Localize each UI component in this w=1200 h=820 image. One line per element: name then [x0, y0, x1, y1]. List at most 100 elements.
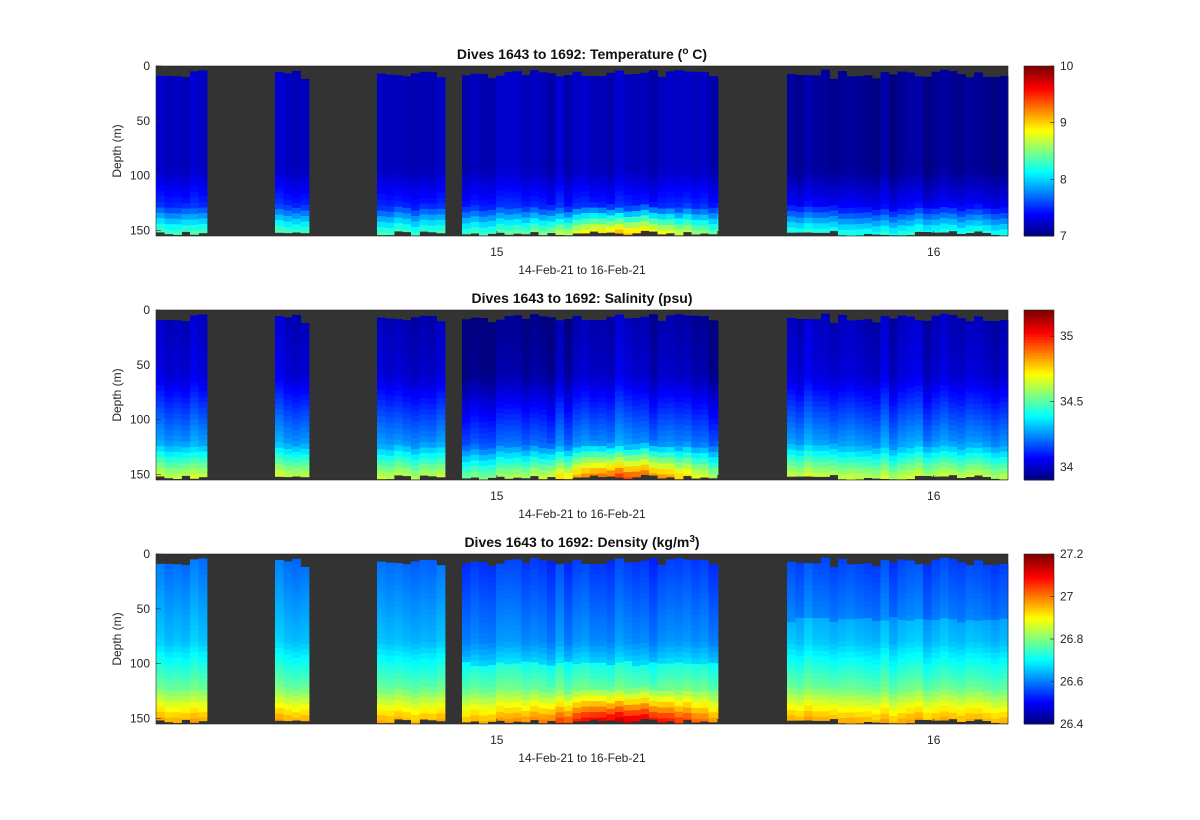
heatmap-cell — [428, 72, 437, 78]
heatmap-cell — [420, 354, 429, 360]
heatmap-cell — [386, 124, 395, 130]
heatmap-cell — [284, 328, 293, 334]
heatmap-cell — [292, 701, 301, 707]
heatmap-cell — [530, 364, 539, 370]
heatmap-cell — [624, 461, 633, 467]
heatmap-cell — [292, 674, 301, 680]
heatmap-cell — [855, 125, 864, 131]
heatmap-cell — [377, 466, 386, 472]
heatmap-cell — [496, 386, 505, 392]
heatmap-cell — [513, 332, 522, 338]
heatmap-cell — [284, 427, 293, 433]
heatmap-cell — [983, 225, 992, 231]
heatmap-cell — [804, 385, 813, 391]
heatmap-cell — [796, 86, 805, 92]
heatmap-cell — [796, 368, 805, 374]
heatmap-cell — [949, 458, 958, 464]
heatmap-cell — [889, 395, 898, 401]
heatmap-cell — [692, 209, 701, 215]
y-tick-label: 100 — [130, 413, 150, 427]
heatmap-cell — [462, 136, 471, 142]
heatmap-cell — [649, 369, 658, 375]
heatmap-cell — [957, 222, 966, 228]
heatmap-cell — [717, 132, 718, 138]
heatmap-cell — [847, 197, 856, 203]
heatmap-cell — [301, 361, 310, 367]
heatmap-cell — [199, 657, 208, 663]
heatmap-cell — [539, 448, 548, 454]
heatmap-cell — [957, 318, 966, 324]
heatmap-cell — [666, 442, 675, 448]
heatmap-cell — [428, 349, 437, 355]
heatmap-cell — [787, 428, 796, 434]
heatmap-cell — [881, 143, 890, 149]
heatmap-cell — [855, 347, 864, 353]
heatmap-cell — [573, 426, 582, 432]
heatmap-cell — [284, 622, 293, 628]
heatmap-cell — [821, 70, 830, 76]
heatmap-cell — [847, 337, 856, 343]
heatmap-cell — [598, 468, 607, 474]
heatmap-cell — [190, 376, 199, 382]
heatmap-cell — [275, 686, 284, 692]
heatmap-cell — [641, 454, 650, 460]
heatmap-cell — [394, 201, 403, 207]
heatmap-cell — [301, 605, 310, 611]
heatmap-cell — [522, 385, 531, 391]
heatmap-cell — [394, 179, 403, 185]
heatmap-cell — [165, 446, 174, 452]
heatmap-cell — [377, 677, 386, 683]
heatmap-cell — [165, 114, 174, 120]
heatmap-cell — [556, 137, 565, 143]
heatmap-cell — [522, 179, 531, 185]
heatmap-cell — [830, 356, 839, 362]
heatmap-cell — [821, 97, 830, 103]
heatmap-cell — [683, 83, 692, 89]
heatmap-cell — [284, 101, 293, 107]
heatmap-cell — [966, 354, 975, 360]
heatmap-cell — [471, 178, 480, 184]
heatmap-cell — [906, 327, 915, 333]
heatmap-cell — [991, 198, 1000, 204]
heatmap-cell — [411, 112, 420, 118]
heatmap-cell — [301, 394, 310, 400]
heatmap-cell — [692, 198, 701, 204]
heatmap-cell — [190, 225, 199, 231]
heatmap-cell — [649, 391, 658, 397]
heatmap-cell — [632, 362, 641, 368]
heatmap-cell — [906, 415, 915, 421]
heatmap-cell — [804, 325, 813, 331]
heatmap-cell — [872, 150, 881, 156]
heatmap-cell — [889, 212, 898, 218]
heatmap-cell — [957, 384, 966, 390]
heatmap-cell — [658, 420, 667, 426]
heatmap-cell — [932, 94, 941, 100]
heatmap-cell — [666, 436, 675, 442]
heatmap-cell — [915, 468, 924, 474]
heatmap-cell — [386, 683, 395, 689]
heatmap-cell — [513, 326, 522, 332]
heatmap-cell — [949, 370, 958, 376]
heatmap-cell — [830, 156, 839, 162]
heatmap-cell — [966, 349, 975, 355]
heatmap-cell — [564, 185, 573, 191]
heatmap-cell — [420, 149, 429, 155]
heatmap-cell — [403, 430, 412, 436]
heatmap-cell — [813, 191, 822, 197]
heatmap-cell — [539, 453, 548, 459]
heatmap-cell — [615, 331, 624, 337]
heatmap-cell — [301, 106, 310, 112]
heatmap-cell — [437, 154, 446, 160]
heatmap-cell — [403, 230, 412, 232]
heatmap-cell — [847, 208, 856, 214]
heatmap-cell — [991, 414, 1000, 420]
heatmap-cell — [301, 693, 310, 699]
heatmap-cell — [564, 136, 573, 142]
heatmap-cell — [156, 125, 165, 131]
heatmap-cell — [547, 150, 556, 156]
heatmap-cell — [666, 469, 675, 475]
heatmap-cell — [881, 382, 890, 388]
heatmap-cell — [428, 459, 437, 465]
heatmap-cell — [624, 184, 633, 190]
heatmap-cell — [847, 153, 856, 159]
